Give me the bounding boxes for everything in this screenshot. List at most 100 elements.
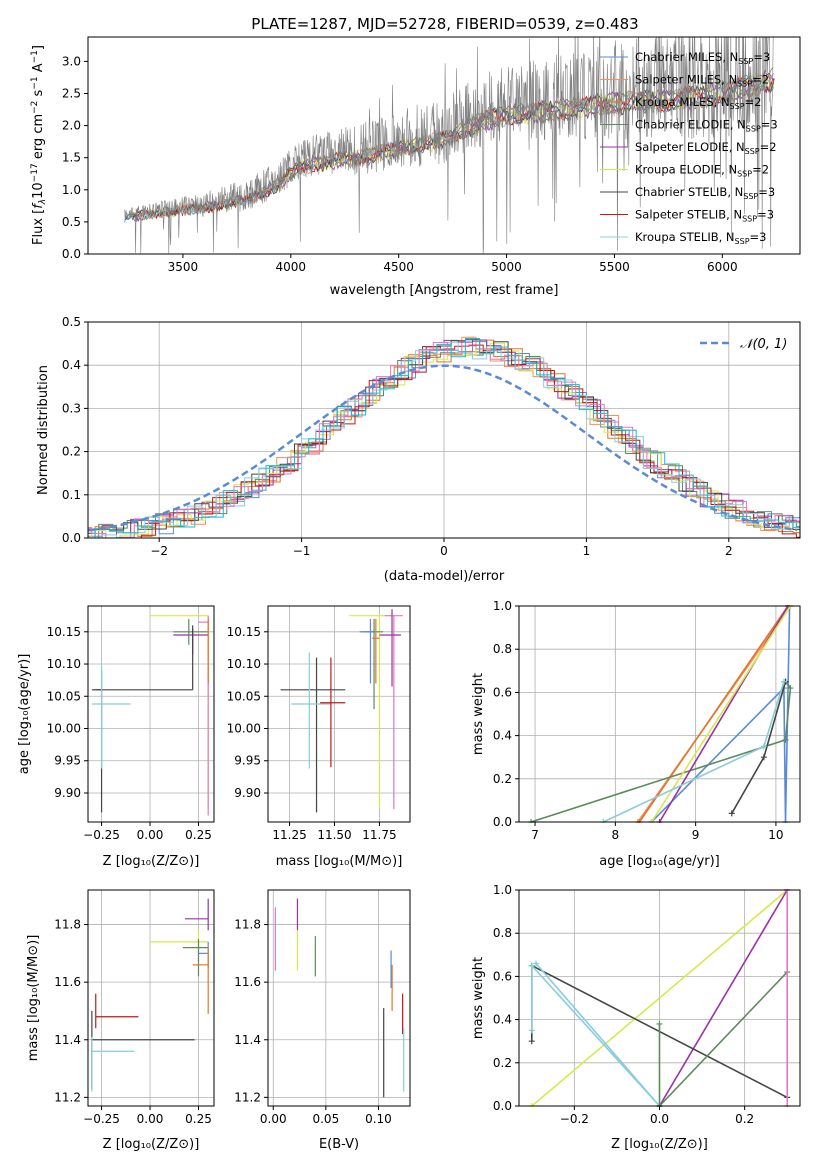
x-tick-label: 6000 [707, 260, 738, 274]
y-tick-label: 0.5 [62, 315, 81, 329]
y-tick-label: 0.2 [62, 445, 81, 459]
x-tick-label: 0.0 [650, 1112, 669, 1126]
y-tick-label: 11.2 [234, 1090, 261, 1104]
y-tick-label: 1.0 [493, 883, 512, 897]
weight-vs-Z-panel: −0.2 0.0 0.2 0.0 0.2 0.4 0.6 0.8 1.0 Z [log₁₀(Z/Z… [471, 883, 801, 1152]
x-tick-label: 3500 [168, 260, 199, 274]
y-tick-label: 10.10 [47, 657, 81, 671]
weight-line [531, 889, 788, 1107]
x-tick-label: 9 [692, 828, 700, 842]
y-tick-label: 11.8 [234, 918, 261, 932]
y-axis-label: age [log₁₀(age/yr)] [17, 654, 32, 775]
x-axis-label: E(B-V) [319, 1137, 359, 1152]
mass-vs-Z-panel: −0.25 0.00 0.25 11.2 11.4 11.6 11.8 Z [log₁₀(Z/… [26, 889, 215, 1152]
x-tick-label: 0.05 [312, 1112, 339, 1126]
x-tick-label: 0.10 [365, 1112, 392, 1126]
y-tick-label: 0.6 [493, 685, 512, 699]
x-tick-label: 1 [583, 544, 591, 558]
y-tick-label: 0.5 [62, 215, 81, 229]
weight-point-marker [780, 678, 787, 685]
x-tick-label: 5500 [599, 260, 630, 274]
weight-line [650, 605, 792, 823]
spectrum-legend: Chabrier MILES, NSSP=3 Salpeter MILES, NS… [600, 50, 778, 246]
x-tick-label: 0.25 [185, 828, 212, 842]
age-vs-mass-panel: 11.25 11.50 11.75 9.90 9.95 10.00 10.05 10.10 10… [227, 605, 411, 869]
model-spectrum-line [132, 75, 775, 220]
y-tick-label: 9.95 [54, 754, 81, 768]
y-tick-label: 0.8 [493, 926, 512, 940]
x-tick-label: 0 [440, 544, 448, 558]
x-tick-label: 11.50 [317, 828, 351, 842]
grid [268, 890, 410, 1106]
residuals-ylabel: Normed distribution [36, 365, 51, 495]
x-axis-label: mass [log₁₀(M/M⊙)] [276, 854, 403, 869]
age-vs-Z-panel: −0.25 0.00 0.25 9.90 9.95 10.00 10.05 10.10 10.1… [17, 605, 215, 869]
marks [528, 605, 794, 823]
y-tick-label: 0.2 [493, 1056, 512, 1070]
y-tick-label: 0.4 [493, 1013, 512, 1027]
panel-frame [87, 605, 215, 823]
x-tick-label: 0.00 [137, 1112, 164, 1126]
y-tick-label: 0.3 [62, 401, 81, 415]
spectrum-ticks: 3500 4000 4500 5000 5500 6000 0.0 0.5 1.0 1.5 2.0 2… [62, 54, 738, 274]
y-tick-label: 0.2 [493, 772, 512, 786]
histograms [88, 336, 800, 538]
weight-point-marker [782, 736, 789, 743]
histogram-step-line [88, 342, 800, 538]
ticks: −0.25 0.00 0.25 9.90 9.95 10.00 10.05 10.10 10.1… [47, 625, 212, 842]
y-tick-label: 0.4 [62, 358, 81, 372]
residuals-ticks: −2 −1 0 1 2 0.0 0.1 0.2 0.3 0.4 0.5 [62, 315, 733, 558]
x-tick-label: 11.25 [272, 828, 306, 842]
y-tick-label: 9.90 [54, 786, 81, 800]
y-tick-label: 10.05 [47, 689, 81, 703]
weight-point-marker [533, 960, 540, 967]
x-tick-label: 2 [725, 544, 733, 558]
residuals-plot [88, 336, 800, 538]
marks [528, 889, 791, 1107]
ticks: −0.25 0.00 0.25 11.2 11.4 11.6 11.8 [54, 918, 212, 1126]
ticks: 11.25 11.50 11.75 9.90 9.95 10.00 10.05 10.10 10… [227, 625, 397, 842]
x-tick-label: 0.00 [260, 1112, 287, 1126]
y-tick-label: 0.0 [493, 815, 512, 829]
x-axis-label: Z [log₁₀(Z/Z⊙)] [611, 1137, 708, 1152]
ticks: 7 8 9 10 0.0 0.2 0.4 0.6 0.8 1.0 [493, 599, 784, 842]
x-tick-label: −0.25 [83, 1112, 120, 1126]
y-tick-label: 0.4 [493, 729, 512, 743]
y-tick-label: 1.0 [62, 183, 81, 197]
weight-point-marker [760, 743, 767, 750]
x-tick-label: 0.25 [185, 1112, 212, 1126]
weight-point-marker [656, 1020, 663, 1027]
y-tick-label: 11.2 [54, 1090, 81, 1104]
residuals-panel: −2 −1 0 1 2 0.0 0.1 0.2 0.3 0.4 0.5 (data-model)/e… [36, 315, 801, 584]
gaussian-legend-label: 𝒩(0, 1) [740, 337, 787, 352]
weight-point-marker [787, 685, 794, 692]
legend-label: Salpeter STELIB, NSSP=3 [635, 208, 774, 224]
marks [280, 609, 403, 813]
y-tick-label: 1.0 [493, 599, 512, 613]
y-tick-label: 10.10 [227, 657, 261, 671]
y-tick-label: 0.6 [493, 969, 512, 983]
y-tick-label: 0.1 [62, 488, 81, 502]
marks [91, 898, 209, 1092]
weight-vs-age-panel: 7 8 9 10 0.0 0.2 0.4 0.6 0.8 1.0 age [log₁₀(age/yr… [471, 599, 801, 869]
x-tick-label: −2 [150, 544, 168, 558]
x-axis-label: age [log₁₀(age/yr)] [599, 854, 720, 869]
panel-frame [267, 889, 411, 1107]
y-axis-label: mass weight [471, 957, 486, 1039]
spectrum-panel: PLATE=1287, MJD=52728, FIBERID=0539, z=0… [30, 15, 801, 298]
panel-frame [87, 889, 215, 1107]
x-tick-label: 8 [612, 828, 620, 842]
legend-label: Kroupa STELIB, NSSP=3 [635, 230, 766, 246]
x-tick-label: 11.75 [362, 828, 396, 842]
histogram-step-line [88, 342, 800, 538]
legend-label: Chabrier MILES, NSSP=3 [635, 50, 770, 66]
y-tick-label: 3.0 [62, 54, 81, 68]
x-axis-label: Z [log₁₀(Z/Z⊙)] [103, 1137, 200, 1152]
ticks: −0.2 0.0 0.2 0.0 0.2 0.4 0.6 0.8 1.0 [493, 883, 754, 1126]
y-tick-label: 10.15 [227, 625, 261, 639]
weight-line [531, 962, 661, 1107]
x-tick-label: 5000 [491, 260, 522, 274]
marks [91, 615, 209, 816]
y-tick-label: 11.4 [234, 1033, 261, 1047]
